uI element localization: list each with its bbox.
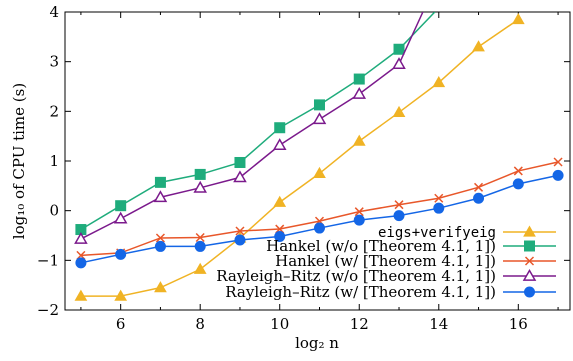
y-tick-label: 2: [49, 102, 59, 120]
data-point: [524, 286, 535, 298]
data-point: [313, 166, 326, 179]
data-point: [155, 233, 165, 243]
data-point: [273, 195, 287, 207]
data-point: [524, 240, 535, 252]
data-point: [153, 190, 168, 203]
data-point: [195, 232, 205, 243]
data-point: [513, 166, 523, 176]
series-4: [75, 169, 564, 269]
x-tick-label: 10: [270, 315, 289, 333]
data-point: [524, 256, 535, 266]
data-point: [274, 230, 286, 242]
data-point-stroke: [513, 166, 523, 176]
data-point: [235, 226, 245, 236]
data-point: [272, 138, 287, 150]
data-point: [193, 180, 207, 193]
data-point: [512, 178, 524, 190]
data-point: [392, 105, 406, 117]
data-point: [115, 200, 127, 212]
y-tick-label: 1: [49, 152, 59, 170]
data-point: [552, 169, 564, 181]
data-point-stroke: [524, 256, 535, 266]
data-point: [233, 170, 247, 183]
data-point: [472, 40, 485, 52]
data-point: [194, 240, 206, 252]
data-point: [553, 157, 563, 167]
data-point: [75, 257, 87, 269]
data-point-stroke: [474, 182, 484, 192]
data-point: [154, 176, 166, 188]
data-point: [352, 86, 367, 99]
data-point-stroke: [155, 233, 165, 243]
data-point: [75, 224, 87, 236]
data-point: [394, 200, 404, 210]
data-point: [474, 182, 484, 192]
data-point: [392, 57, 406, 70]
data-point: [432, 76, 446, 88]
legend-label: eigs+verifyeig: [378, 225, 496, 241]
x-tick-label: 6: [116, 315, 126, 333]
series-line: [80, 12, 424, 240]
data-point: [511, 12, 525, 25]
data-point-stroke: [394, 200, 404, 210]
data-point: [313, 99, 325, 111]
series-line: [80, 18, 519, 297]
data-point: [434, 193, 444, 203]
series-3: [74, 12, 424, 244]
data-point: [234, 234, 246, 246]
data-point: [274, 122, 286, 134]
data-point: [522, 268, 537, 281]
y-tick-label: −1: [37, 251, 59, 269]
series-layer: [74, 12, 564, 301]
data-point: [154, 281, 167, 293]
data-point: [114, 289, 128, 301]
data-point-stroke: [195, 232, 205, 243]
data-point: [354, 207, 364, 217]
data-point: [473, 192, 485, 204]
y-tick-label: 4: [49, 3, 59, 21]
y-tick-label: 0: [49, 202, 59, 220]
series-1: [75, 12, 436, 236]
data-point: [353, 73, 365, 85]
data-point: [154, 240, 166, 252]
x-tick-label: 16: [509, 315, 528, 333]
data-point: [393, 210, 405, 222]
data-point: [313, 222, 325, 234]
data-point: [193, 262, 207, 274]
series-0: [74, 12, 525, 301]
legend-label: Rayleigh–Ritz (w/ [Theorem 4.1, 1]): [225, 283, 496, 301]
data-point: [234, 156, 246, 168]
data-point: [194, 168, 206, 180]
data-point: [352, 134, 366, 146]
series-line: [80, 12, 436, 231]
data-point-stroke: [553, 157, 563, 167]
y-tick-label: −2: [37, 301, 59, 319]
legend-label: Rayleigh–Ritz (w/o [Theorem 4.1, 1]): [216, 267, 496, 285]
x-tick-label: 14: [429, 315, 448, 333]
data-point: [353, 214, 365, 226]
data-point: [312, 112, 327, 125]
data-point: [113, 211, 128, 224]
y-tick-label: 3: [49, 53, 59, 71]
data-point: [74, 231, 88, 244]
legend-label: Hankel (w/ [Theorem 4.1, 1]): [275, 252, 496, 270]
data-point: [433, 202, 445, 214]
data-point: [393, 43, 405, 55]
y-axis-label: log₁₀ of CPU time (s): [10, 83, 28, 239]
data-point: [115, 248, 127, 260]
x-tick-label: 8: [195, 315, 205, 333]
data-point: [74, 289, 88, 301]
data-point-stroke: [235, 226, 245, 236]
data-point: [523, 225, 536, 237]
x-tick-label: 12: [350, 315, 369, 333]
legend-label: Hankel (w/o [Theorem 4.1, 1]): [266, 237, 496, 255]
data-point-stroke: [434, 193, 444, 203]
data-point-stroke: [354, 207, 364, 217]
x-axis-label: log₂ n: [295, 334, 339, 352]
